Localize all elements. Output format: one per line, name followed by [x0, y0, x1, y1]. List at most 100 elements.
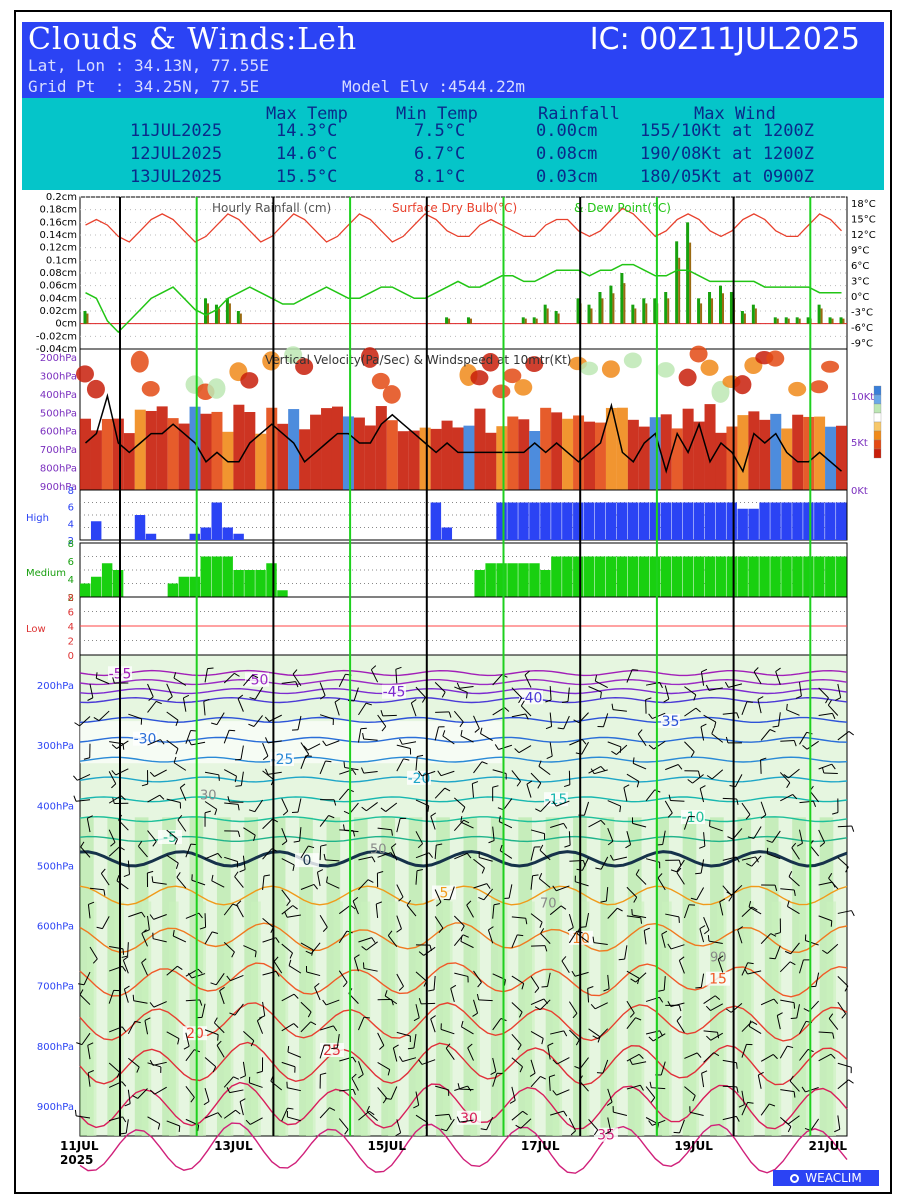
pressure-tick-label: 600hPa — [37, 922, 74, 933]
wind-barb-flag — [147, 870, 154, 874]
rain-bar-secondary — [776, 318, 779, 324]
wind-barb — [435, 711, 450, 713]
wind-barb — [319, 1107, 330, 1119]
wind-barb — [581, 741, 589, 755]
wind-barb-flag — [293, 1023, 299, 1029]
wind-barb — [684, 707, 697, 717]
wind-barb — [185, 1032, 190, 1047]
wind-barb-flag — [445, 1043, 451, 1049]
wind-barb-flag — [728, 895, 733, 902]
wind-barb — [307, 743, 321, 751]
wind-barb — [741, 1102, 749, 1116]
wind-barb — [499, 850, 513, 859]
humidity-label: 90 — [710, 951, 727, 966]
wind-barb — [102, 916, 110, 929]
wind-barb — [700, 859, 705, 874]
wind-barb-flag — [87, 1070, 94, 1074]
humidity-shade — [744, 901, 754, 1136]
wind-barb — [442, 735, 455, 745]
wind-barb-flag — [199, 926, 206, 930]
wind-barb-flag — [275, 971, 280, 977]
velocity-column — [638, 426, 650, 490]
rain-bar — [686, 222, 690, 324]
wind-barb — [780, 888, 795, 891]
wind-barb-flag — [248, 723, 255, 727]
wind-barb — [203, 701, 206, 716]
velocity-column — [507, 416, 519, 490]
wind-barb — [191, 879, 206, 886]
wind-barb — [116, 740, 129, 750]
temp-tick-label: -3°C — [851, 307, 873, 318]
wind-barb — [556, 1089, 570, 1096]
wind-barb-flag — [183, 1045, 190, 1050]
velocity-column — [364, 425, 376, 490]
wind-barb — [700, 726, 705, 741]
wind-barb — [415, 1091, 420, 1106]
wind-barb-flag — [561, 956, 567, 962]
velocity-column — [452, 427, 464, 490]
wind-barb — [530, 1031, 544, 1039]
humidity-shade — [552, 901, 563, 1136]
rain-bar — [718, 285, 722, 324]
wind-barb-flag — [595, 867, 602, 870]
date-tick-label: 11JUL — [60, 1139, 99, 1153]
velocity-column — [474, 408, 486, 490]
wind-barb — [664, 685, 670, 700]
cloud-bar — [836, 502, 847, 540]
wind-barb-flag — [239, 1075, 246, 1079]
wind-barb-flag — [701, 668, 708, 673]
wind-barb-flag — [438, 927, 444, 933]
wind-barb-flag — [159, 739, 165, 745]
velocity-column — [266, 407, 278, 490]
wind-barb-flag — [753, 667, 759, 673]
wind-barb-flag — [172, 929, 175, 937]
rain-bar — [642, 298, 646, 324]
wind-barb-flag — [534, 1006, 541, 1011]
wind-barb — [787, 905, 800, 915]
wind-barb — [607, 974, 610, 989]
wind-barb — [684, 741, 695, 753]
wind-barb — [89, 946, 98, 960]
wind-barb — [548, 1076, 551, 1091]
wind-barb — [229, 1089, 244, 1094]
velocity-column — [584, 421, 596, 490]
summary-min: 8.1°C — [414, 167, 466, 187]
wind-barb — [319, 915, 328, 928]
summary-header-wind: Max Wind — [694, 104, 776, 124]
cloud-bar — [638, 556, 650, 597]
wind-barb — [487, 929, 494, 944]
rain-bar — [587, 304, 591, 324]
wind-barb — [89, 887, 104, 891]
wind-barb — [760, 801, 767, 816]
wind-barb — [396, 818, 401, 833]
wind-barb — [128, 713, 142, 720]
wind-barb — [396, 973, 404, 987]
isotherm-label-bg — [519, 690, 543, 705]
wind-barb-flag — [418, 951, 425, 956]
wind-barb — [166, 829, 178, 840]
wind-barb-flag — [292, 905, 298, 910]
wind-barb-flag — [190, 1097, 195, 1103]
cloud-bar — [529, 502, 540, 540]
isotherm-label-bg — [270, 752, 294, 767]
wind-barb — [603, 713, 609, 727]
wind-barb-flag — [199, 999, 203, 1006]
wind-barb — [780, 794, 793, 802]
velocity-column — [551, 412, 563, 490]
wind-barb-flag — [544, 945, 548, 952]
velocity-column — [353, 417, 365, 490]
wind-barb-flag — [518, 697, 523, 704]
wind-barb — [757, 1074, 762, 1089]
wind-barb — [600, 856, 609, 870]
wind-barb — [789, 1080, 800, 1092]
cloud-bar — [200, 527, 211, 540]
wind-barb-flag — [134, 1020, 141, 1024]
wind-barb — [805, 940, 819, 946]
wind-barb-flag — [736, 798, 739, 806]
wind-barb-flag — [735, 1116, 740, 1122]
wind-barb — [786, 709, 800, 716]
wind-barb-flag — [830, 1053, 836, 1059]
isotherm-line — [79, 1081, 848, 1130]
wind-barb — [780, 999, 795, 1004]
cloud-tick-label: 0 — [68, 651, 74, 662]
